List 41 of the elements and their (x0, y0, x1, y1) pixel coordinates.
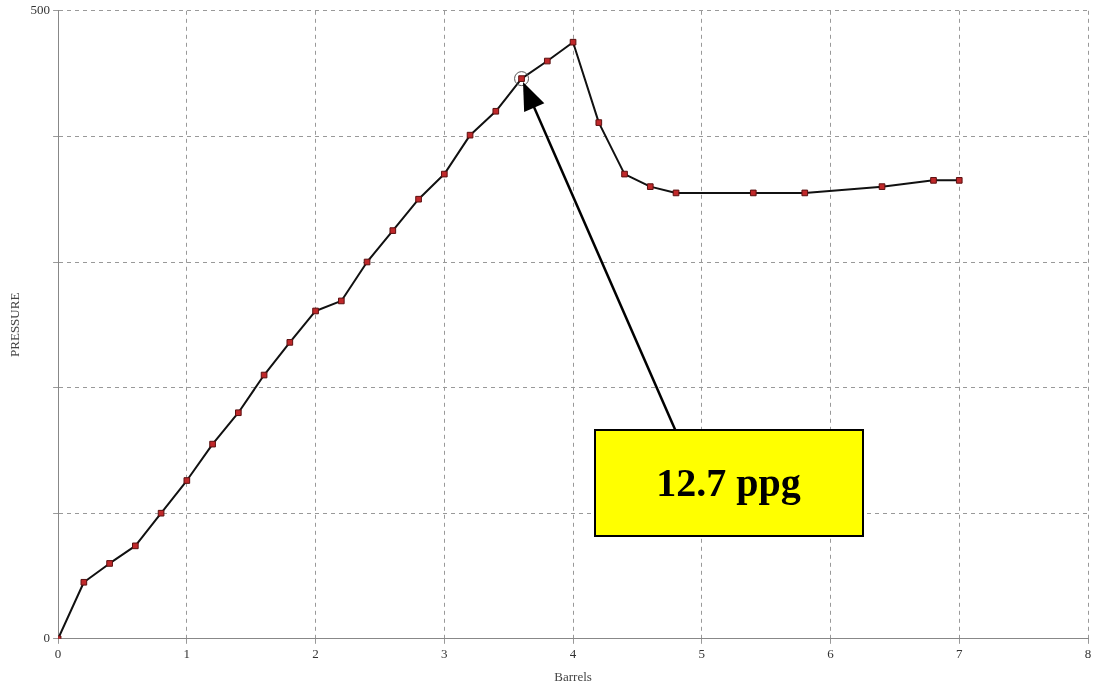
x-tick-label: 2 (312, 646, 319, 662)
point (595, 119, 603, 126)
point (389, 227, 397, 234)
point (337, 297, 345, 305)
point (492, 107, 500, 115)
x-tick-label: 6 (827, 646, 835, 662)
point (440, 170, 448, 178)
point (260, 371, 268, 379)
point (955, 177, 963, 184)
point (363, 258, 371, 266)
point (569, 38, 577, 46)
point (878, 183, 886, 190)
x-tick-label: 8 (1084, 646, 1092, 662)
point (183, 477, 191, 484)
point (106, 560, 113, 567)
x-tick-label: 1 (183, 646, 191, 662)
point (749, 189, 757, 197)
x-tick-label: 4 (569, 646, 577, 662)
x-tick-label: 0 (54, 646, 62, 662)
point (801, 189, 809, 197)
point (415, 195, 422, 203)
point (132, 542, 139, 550)
x-tick-label: 5 (698, 646, 706, 662)
x-tick-label: 3 (441, 646, 448, 662)
y-tick-label: 500 (30, 2, 51, 18)
point (209, 440, 216, 448)
annotation: 12.7 ppg (593, 428, 864, 537)
point (672, 189, 680, 197)
point (80, 578, 88, 586)
point (543, 57, 551, 65)
x-tick-label: 7 (956, 646, 964, 662)
point (930, 177, 937, 184)
x-axis-title: Barrels (554, 668, 592, 684)
point (312, 307, 319, 315)
point (646, 183, 654, 190)
point (157, 509, 165, 517)
point (466, 131, 474, 139)
point (621, 170, 628, 178)
point (235, 409, 242, 417)
point (286, 339, 294, 346)
y-axis-title: PRESSURE (7, 292, 23, 357)
